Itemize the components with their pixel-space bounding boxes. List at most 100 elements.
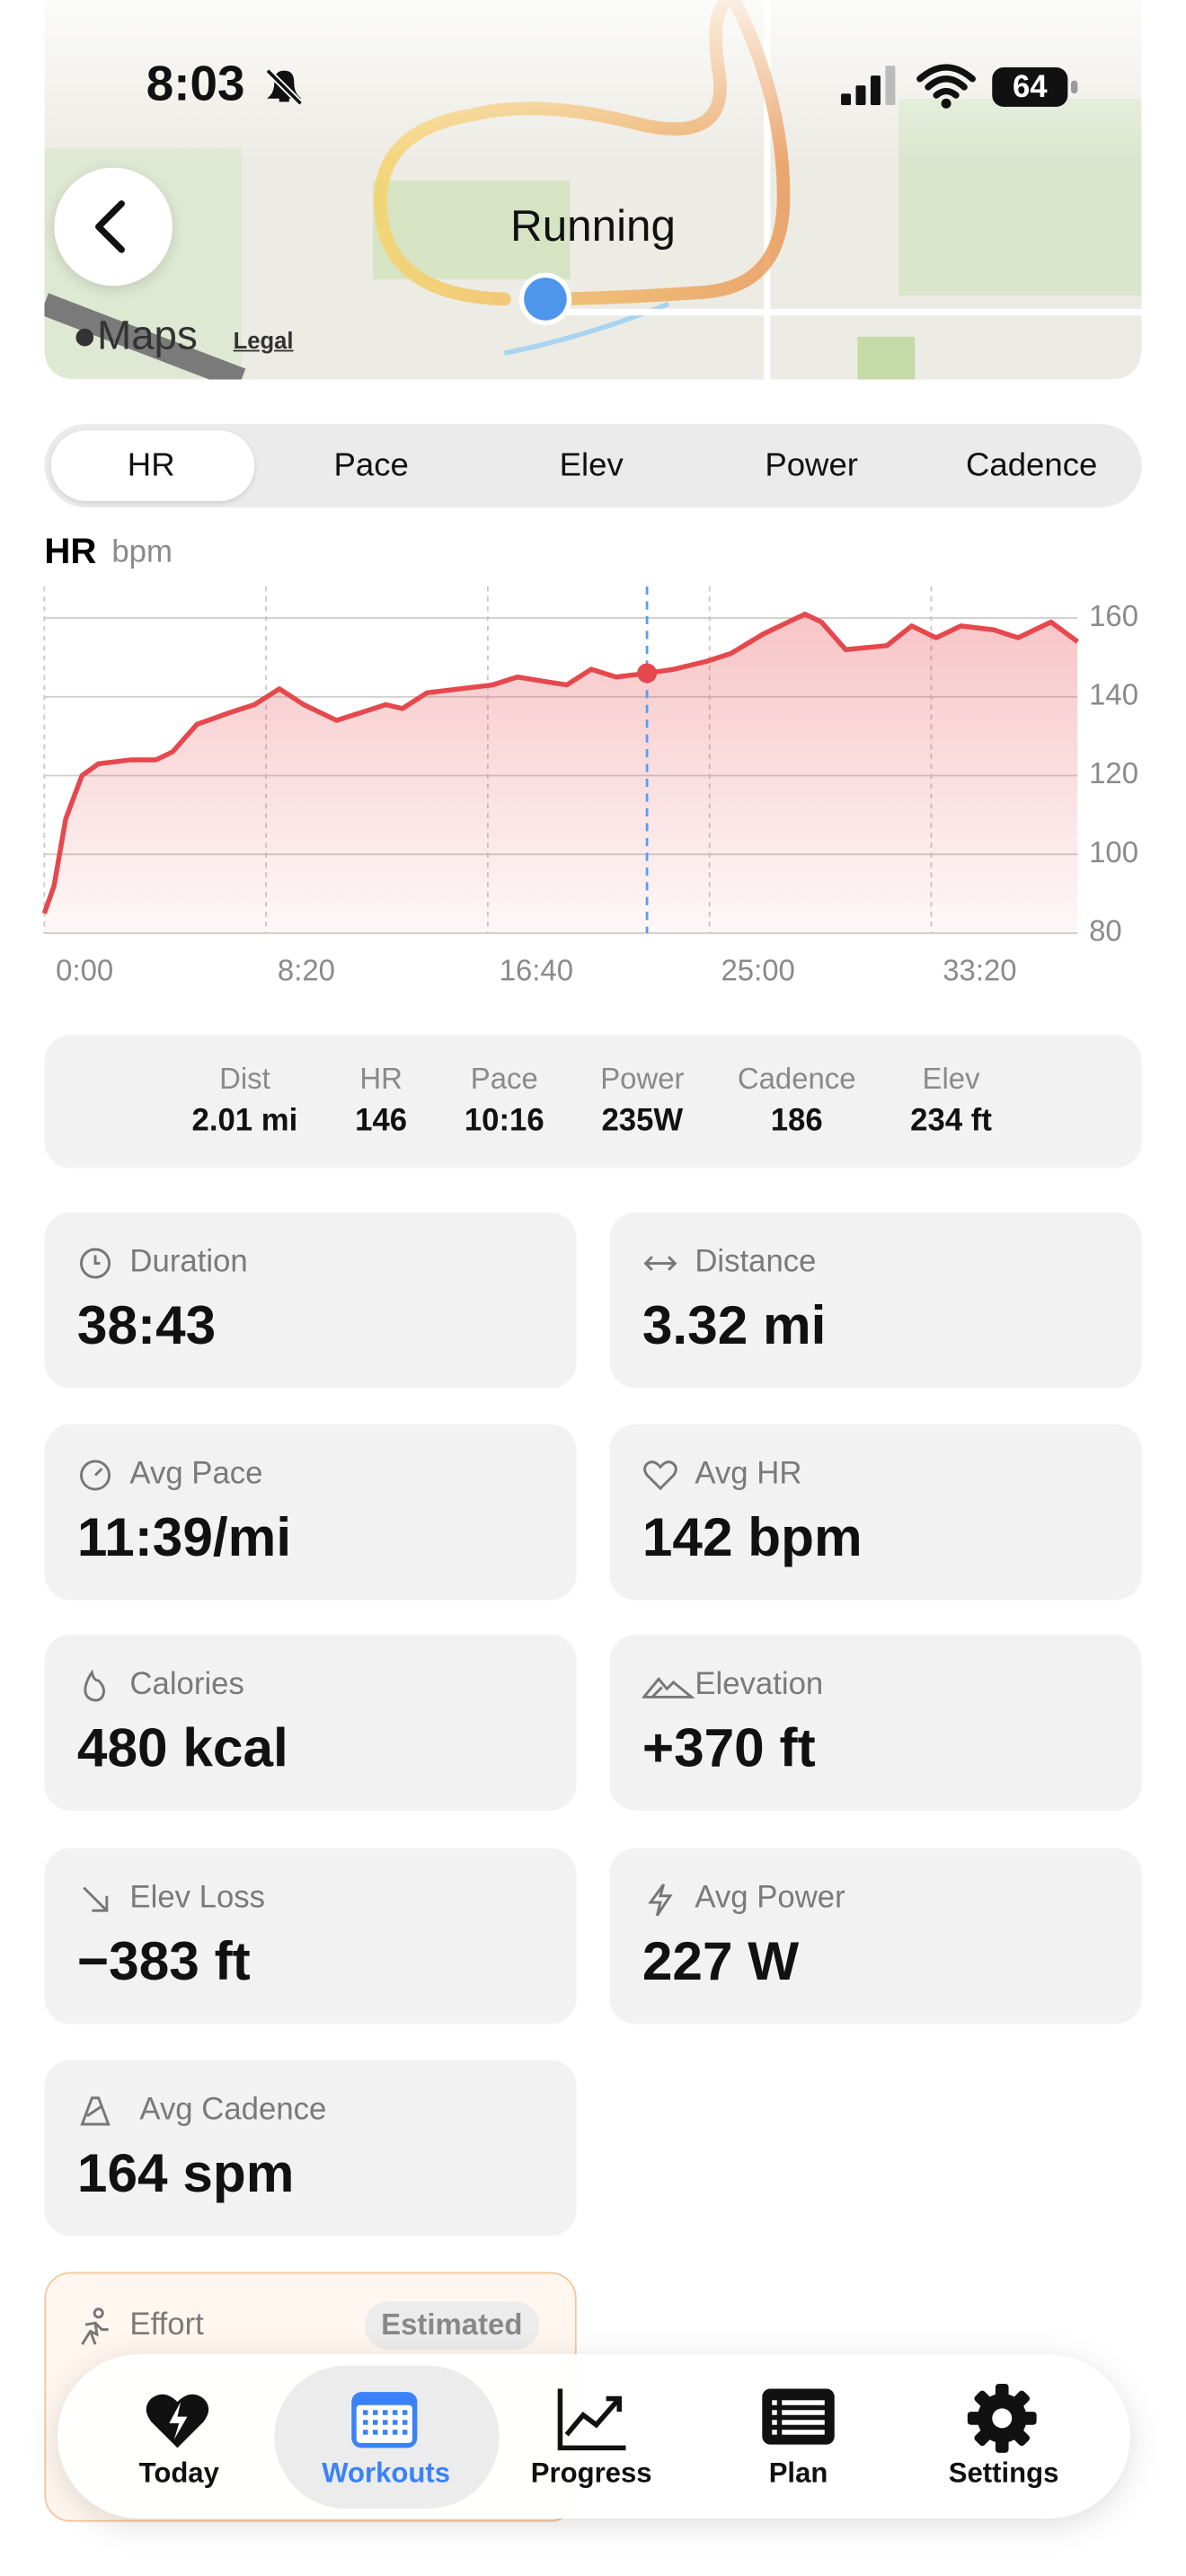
x-tick-label: 0:00 xyxy=(56,953,113,986)
x-tick-label: 25:00 xyxy=(721,953,794,986)
stat-label: Avg HR xyxy=(695,1457,802,1492)
stat-icon xyxy=(80,1460,111,1491)
stat-icon xyxy=(642,1677,695,1698)
stat-label: Distance xyxy=(695,1245,817,1280)
status-time: 8:03 xyxy=(146,57,245,112)
summary-label: Cadence xyxy=(737,1062,856,1096)
effort-label: Effort xyxy=(129,2307,204,2343)
tab-label[interactable]: Progress xyxy=(530,2457,652,2490)
apple-glyph: ● xyxy=(72,313,98,359)
tab-icon xyxy=(762,2388,835,2445)
screen-title: Running xyxy=(510,201,676,251)
summary-value: 10:16 xyxy=(464,1104,544,1139)
x-tick-label: 16:40 xyxy=(500,953,573,986)
tab-icon xyxy=(557,2388,626,2451)
stat-card: Duration 38:43 xyxy=(44,1212,577,1389)
y-tick-label: 160 xyxy=(1089,599,1138,632)
effort-badge: Estimated xyxy=(364,2301,539,2350)
summary-label: Dist xyxy=(219,1062,270,1096)
x-tick-label: 8:20 xyxy=(278,953,335,986)
stat-value: 3.32 mi xyxy=(642,1294,827,1355)
summary-value: 146 xyxy=(355,1104,408,1139)
stat-value: 480 kcal xyxy=(76,1716,288,1778)
summary-value: 234 ft xyxy=(910,1104,992,1139)
hr-line xyxy=(41,611,1079,914)
summary-panel xyxy=(44,1035,1142,1169)
status-scrim xyxy=(0,0,1186,164)
tab-label[interactable]: Plan xyxy=(768,2457,828,2490)
cursor-point xyxy=(637,663,658,684)
stat-value: 38:43 xyxy=(76,1294,217,1355)
stat-card: Avg Pace 11:39/mi xyxy=(44,1424,577,1601)
back-button[interactable] xyxy=(54,167,173,287)
metric-tab[interactable]: Elev xyxy=(559,447,624,484)
stat-card: Calories 480 kcal xyxy=(44,1634,577,1811)
stat-label: Calories xyxy=(129,1667,244,1702)
effort-icon xyxy=(81,2307,109,2345)
tab-icon xyxy=(146,2394,209,2448)
summary-label: Pace xyxy=(470,1062,538,1096)
stat-icon xyxy=(648,1883,673,1917)
hr-chart: HR bpm 80 100 120 140 160 0:00 8:20 16:40 25:00 3… xyxy=(41,531,1138,987)
metric-tab[interactable]: Pace xyxy=(333,447,409,484)
stat-value: +370 ft xyxy=(642,1716,816,1778)
summary-value: 235W xyxy=(601,1104,684,1139)
tab-icon xyxy=(351,2392,418,2448)
stat-value: 142 bpm xyxy=(642,1506,863,1567)
stat-icon xyxy=(80,1248,111,1279)
stat-label: Avg Cadence xyxy=(139,2093,327,2128)
status-icons: 64 xyxy=(841,64,1078,109)
y-tick-label: 140 xyxy=(1089,677,1138,710)
stat-value: −383 ft xyxy=(76,1930,251,1991)
chart-title: HR xyxy=(44,531,96,571)
stat-card: Avg Cadence 164 spm xyxy=(44,2060,577,2236)
x-tick-label: 33:20 xyxy=(943,953,1016,986)
y-tick-label: 120 xyxy=(1089,756,1138,790)
stat-value: 227 W xyxy=(642,1930,800,1991)
maps-legal[interactable]: Legal xyxy=(233,326,294,354)
stat-value: 164 spm xyxy=(76,2142,295,2203)
summary-label: HR xyxy=(359,1062,403,1096)
stat-label: Elev Loss xyxy=(129,1881,266,1916)
stat-label: Avg Pace xyxy=(129,1457,263,1492)
selected-pill xyxy=(50,430,255,501)
summary-label: Elev xyxy=(922,1062,980,1096)
stat-card: Avg Power 227 W xyxy=(609,1848,1142,2025)
stat-label: Avg Power xyxy=(695,1881,845,1916)
silent-icon xyxy=(265,68,304,106)
stat-icon xyxy=(643,1256,677,1271)
stat-icon xyxy=(83,1886,109,1912)
metric-tab[interactable]: Power xyxy=(765,447,858,484)
stat-card: Distance 3.32 mi xyxy=(609,1212,1142,1389)
chart-unit: bpm xyxy=(111,535,173,569)
y-tick-label: 80 xyxy=(1089,914,1122,948)
stat-card: Elev Loss −383 ft xyxy=(44,1848,577,2025)
maps-logo: ●Maps xyxy=(72,313,197,360)
summary-label: Power xyxy=(600,1062,685,1096)
stat-label: Duration xyxy=(129,1245,248,1280)
stat-value: 11:39/mi xyxy=(76,1506,292,1567)
summary-value: 2.01 mi xyxy=(191,1104,298,1139)
stat-card: Avg HR 142 bpm xyxy=(609,1424,1142,1601)
tab-label[interactable]: Settings xyxy=(948,2457,1059,2490)
tab-label[interactable]: Today xyxy=(138,2457,219,2490)
back-icon xyxy=(95,200,125,253)
tab-icon xyxy=(967,2383,1037,2453)
stat-icon xyxy=(643,1460,677,1491)
stat-icon xyxy=(84,1669,105,1702)
metric-tab[interactable]: HR xyxy=(127,447,175,484)
metric-tab[interactable]: Cadence xyxy=(965,447,1098,484)
stat-icon xyxy=(80,2096,111,2126)
y-tick-label: 100 xyxy=(1089,835,1138,869)
maps-brand: Maps xyxy=(97,313,198,359)
tab-bar xyxy=(57,2354,1130,2519)
stat-card: Elevation +370 ft xyxy=(609,1634,1142,1811)
battery-level: 64 xyxy=(1013,70,1048,104)
stat-label: Elevation xyxy=(695,1667,824,1702)
hr-area xyxy=(44,613,1078,933)
summary-value: 186 xyxy=(770,1104,823,1139)
tab-label[interactable]: Workouts xyxy=(322,2457,451,2490)
